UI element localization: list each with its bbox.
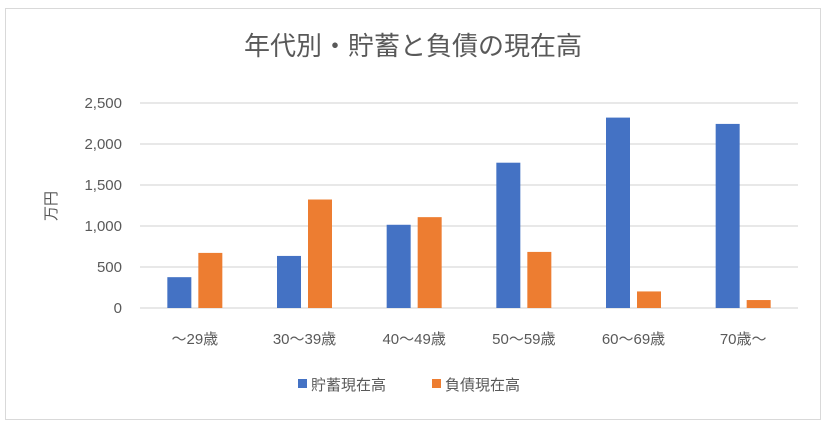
x-tick-label: 70歳～ [720, 331, 767, 348]
y-tick-label: 0 [114, 300, 122, 317]
y-tick-label: 500 [97, 259, 122, 276]
bar-debt [308, 199, 332, 308]
y-axis-label: 万円 [43, 191, 60, 221]
x-tick-label: 40～49歳 [382, 331, 445, 348]
bar-savings [496, 162, 521, 308]
y-tick-label: 1,500 [84, 177, 122, 194]
bar-savings [715, 123, 740, 308]
y-tick-label: 1,000 [84, 218, 122, 235]
legend-swatch [298, 379, 307, 388]
bar-debt [746, 300, 771, 308]
x-tick-label: ～29歳 [171, 331, 218, 348]
bar-debt [527, 251, 552, 308]
legend-label: 貯蓄現在高 [311, 377, 386, 394]
bar-savings [606, 117, 630, 308]
bar-savings [167, 277, 192, 308]
x-tick-label: 50～59歳 [492, 331, 555, 348]
bar-savings [386, 224, 411, 308]
legend-swatch [432, 379, 441, 388]
x-tick-label: 60～69歳 [602, 331, 665, 348]
bar-debt [417, 217, 442, 308]
y-tick-label: 2,000 [84, 136, 122, 153]
bar-debt [637, 291, 661, 308]
legend-label: 負債現在高 [445, 377, 520, 394]
y-tick-label: 2,500 [84, 95, 122, 112]
bar-savings [277, 255, 301, 308]
chart-frame [5, 8, 821, 420]
bar-debt [198, 252, 223, 308]
chart-title: 年代別・貯蓄と負債の現在高 [244, 31, 582, 61]
x-tick-label: 30～39歳 [273, 331, 336, 348]
